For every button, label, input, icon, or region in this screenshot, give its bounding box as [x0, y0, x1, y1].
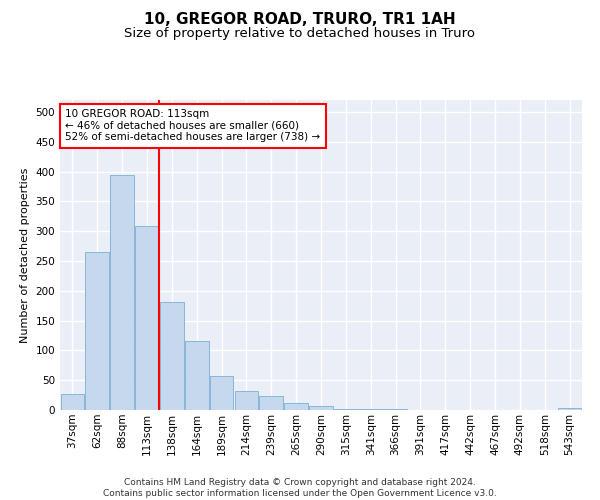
Bar [85, 252, 109, 410]
Bar [235, 391, 258, 410]
Bar [135, 226, 159, 410]
Y-axis label: Number of detached properties: Number of detached properties [20, 168, 30, 342]
Bar [284, 403, 308, 410]
Bar [110, 174, 134, 410]
Bar [61, 394, 84, 410]
Bar [160, 302, 184, 410]
Bar [210, 376, 233, 410]
Bar [558, 408, 581, 410]
Bar [334, 409, 358, 410]
Text: Contains HM Land Registry data © Crown copyright and database right 2024.
Contai: Contains HM Land Registry data © Crown c… [103, 478, 497, 498]
Text: Size of property relative to detached houses in Truro: Size of property relative to detached ho… [125, 28, 476, 40]
Bar [259, 396, 283, 410]
Text: 10 GREGOR ROAD: 113sqm
← 46% of detached houses are smaller (660)
52% of semi-de: 10 GREGOR ROAD: 113sqm ← 46% of detached… [65, 110, 320, 142]
Bar [309, 406, 333, 410]
Bar [185, 342, 209, 410]
Text: 10, GREGOR ROAD, TRURO, TR1 1AH: 10, GREGOR ROAD, TRURO, TR1 1AH [144, 12, 456, 28]
